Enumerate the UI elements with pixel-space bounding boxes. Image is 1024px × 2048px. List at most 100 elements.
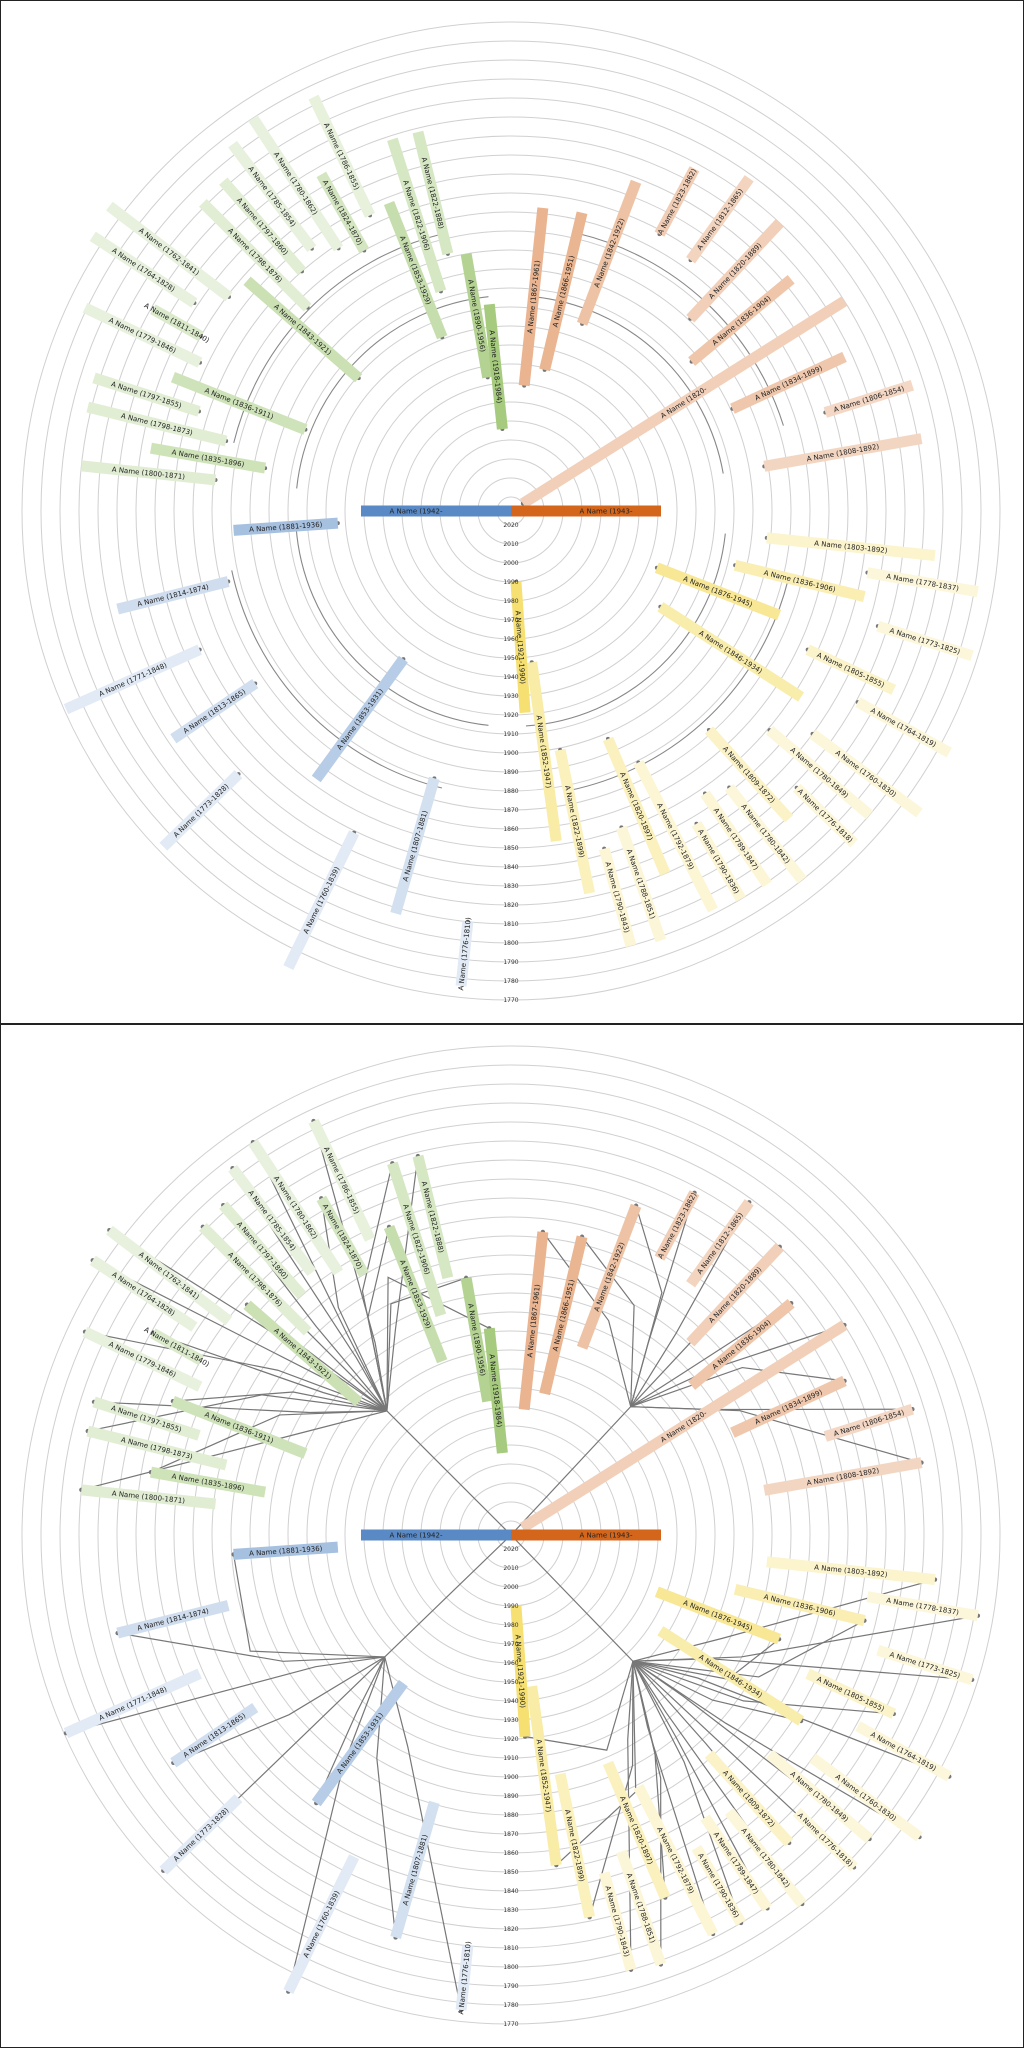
timeline-bar [86,1425,228,1471]
timeline-bar [82,1326,203,1392]
year-label: 1940 [503,674,518,681]
link-line [632,1660,920,1838]
timeline-bar [311,655,408,783]
bar-label: A Name (1834-1899) [754,1388,824,1426]
year-ring [268,268,754,754]
timeline-bar [763,433,923,472]
timeline-bar [483,303,508,430]
year-ring [21,21,1001,1001]
bar-label: A Name (1834-1899) [754,364,824,402]
year-label: 1890 [503,1793,518,1800]
bar-label: A Name (1813-1865) [182,688,248,736]
timeline-bar [876,620,974,662]
link-line [510,1406,632,1536]
timeline-bar [387,1161,447,1317]
year-ring [97,97,925,925]
link-line [173,1656,386,1764]
year-label: 1840 [503,1888,518,1895]
timeline-bar [170,678,259,744]
year-label: 1920 [503,712,518,719]
link-arc [231,570,443,789]
timeline-bar [412,130,454,256]
year-ring [78,78,944,944]
timeline-bar [86,401,228,447]
year-label: 1990 [503,579,518,586]
timeline-bar [219,177,307,275]
year-ring [173,173,849,849]
timeline-bar [283,830,360,970]
link-line [630,1205,663,1407]
timeline-bar [228,140,317,252]
link-line [320,1198,388,1412]
timeline-bar [657,602,805,702]
year-label: 1800 [503,940,518,947]
timeline-bar [518,207,549,387]
timeline-bar [243,1300,363,1407]
link-line [581,1236,635,1407]
link-line [510,1534,634,1662]
year-label: 1820 [503,1926,518,1933]
timeline-bar [149,1466,267,1498]
year-label: 1780 [503,2002,518,2009]
year-label: 1860 [503,826,518,833]
bar-label: A Name (1842-1922) [593,1241,627,1313]
timeline-bar [700,790,772,888]
year-label: 1870 [503,807,518,814]
timeline-bar [233,1541,339,1560]
year-ring [40,40,982,982]
timeline-bar [766,532,936,562]
year-label: 1850 [503,1869,518,1876]
timeline-bar [526,661,562,842]
timeline-bar [765,1749,874,1844]
bar-label: A Name (1806-1854) [833,1408,906,1438]
timeline-bar [576,1203,642,1350]
timeline-bar [518,1231,549,1411]
timeline-bar [198,1222,312,1336]
year-labels: 2020 2010 2000 1990 1980 1970 1960 1950 1940 1930… [503,522,518,1004]
year-label: 1910 [503,1755,518,1762]
year-label: 1860 [503,1850,518,1857]
link-line [524,1661,634,1751]
link-arc [296,296,489,489]
year-ring [173,1197,849,1873]
year-label: 1830 [503,1907,518,1914]
year-label: 2020 [503,522,518,529]
year-ring [344,1368,678,1702]
timeline-bar [855,1721,952,1782]
bars [63,94,979,987]
year-label: 1810 [503,921,518,928]
year-ring [154,154,868,868]
link-line [117,1632,385,1662]
link-line [632,1660,742,1924]
link-line [627,1661,634,1970]
link-line [65,1656,385,1734]
bar-label: A Name (1823-1862) [657,167,699,236]
bar-label: A Name (1797-1855) [110,380,183,410]
year-ring [97,1121,925,1949]
bar-label: A Name (1773-1828) [172,1806,231,1863]
timeline-bar [866,567,979,598]
timeline-bar [765,725,874,820]
year-label: 1990 [503,1603,518,1610]
timeline-bar [390,776,440,915]
year-label: 2020 [503,1546,518,1553]
bar-label: A Name (1820-1889) [707,1265,763,1324]
timeline-bar [688,274,795,366]
year-ring [135,1159,887,1911]
link-line [252,1141,388,1412]
year-label: 2010 [503,1565,518,1572]
year-ring [325,325,697,697]
timeline-bar [92,1396,201,1441]
timeline-bar [248,1139,344,1276]
year-label: 1900 [503,1774,518,1781]
timeline-bar [316,1195,370,1278]
timeline-bar [823,379,914,418]
timeline-bar [792,1807,858,1872]
bar-label: A Name (1836-1911) [203,387,275,422]
link-line [386,1277,467,1411]
year-label: 1970 [503,617,518,624]
year-label: 1780 [503,978,518,985]
bar-label: A Name (1820- [659,1409,708,1444]
timeline-bar [686,1199,754,1288]
link-line [386,1276,490,1411]
